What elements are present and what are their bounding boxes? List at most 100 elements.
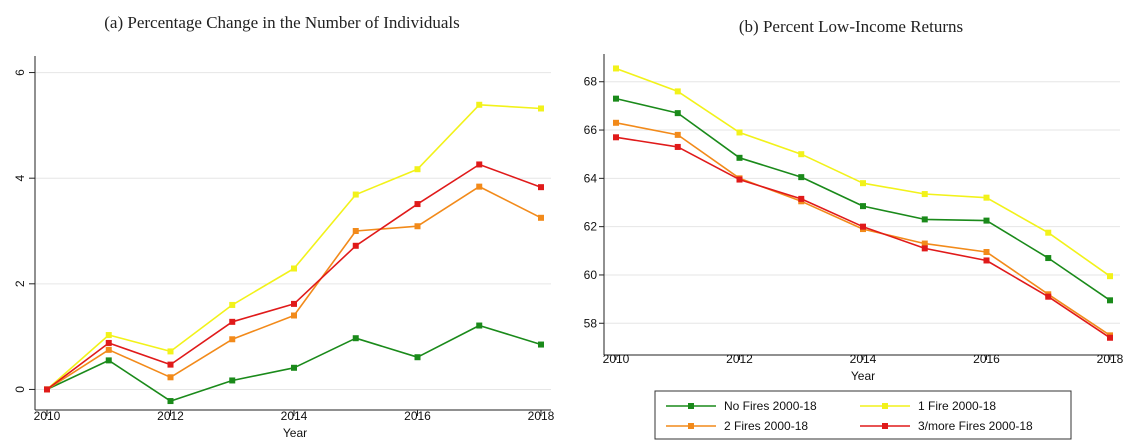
y-tick-label: 0 [13,386,27,393]
data-point [476,161,483,168]
data-point [352,191,359,198]
y-tick-label: 58 [584,316,598,330]
data-point [1107,273,1113,280]
series-no-fires-2000-18 [44,322,544,405]
data-point [352,335,359,342]
data-point [674,110,681,117]
legend-swatch-marker [882,403,888,409]
y-tick-label: 60 [584,268,598,282]
y-tick-label: 64 [584,171,598,185]
legend-swatch-marker [688,423,694,429]
data-point [860,203,866,210]
series-1-fire-2000-18 [44,101,544,393]
panel-b-title: (b) Percent Low-Income Returns [739,17,963,36]
legend-swatch-marker [882,423,888,429]
x-tick-label: 2018 [1097,352,1124,366]
data-point [476,322,483,329]
data-point [983,249,990,256]
data-point [860,223,866,230]
data-point [105,346,112,353]
data-point [674,143,681,150]
data-point [613,95,619,102]
series-line [615,67,1111,277]
data-point [921,245,928,252]
data-point [167,348,174,355]
series-2-fires-2000-18 [44,183,544,393]
data-point [613,119,619,126]
data-point [983,217,990,224]
y-tick-label: 62 [584,220,598,234]
legend-label: No Fires 2000-18 [724,399,817,413]
data-point [105,357,112,364]
legend-label: 1 Fire 2000-18 [918,399,996,413]
series-line [615,136,1111,339]
series-no-fires-2000-18 [613,95,1113,304]
x-tick-label: 2016 [404,409,431,423]
y-tick-label: 68 [584,75,598,89]
legend-label: 2 Fires 2000-18 [724,419,808,433]
x-tick-label: 2010 [34,409,61,423]
data-point [291,364,297,371]
data-point [736,154,743,161]
data-point [798,174,805,181]
x-tick-label: 2012 [157,409,184,423]
data-point [921,191,928,198]
data-point [352,228,359,234]
data-point [736,129,743,136]
x-tick-label: 2016 [973,352,1000,366]
data-point [860,180,866,187]
legend-item-3-more-fires: 3/more Fires 2000-18 [860,419,1033,433]
panel-a-title: (a) Percentage Change in the Number of I… [104,13,459,32]
panel-b-chart: (b) Percent Low-Income Returns Year 58 60… [584,17,1124,383]
x-tick-label: 2018 [528,409,555,423]
data-point [613,134,619,141]
data-point [538,105,544,112]
x-tick-label: 2012 [726,352,753,366]
data-point [736,176,743,183]
data-point [674,88,681,95]
data-point [105,339,112,346]
data-point [538,341,544,348]
data-point [167,374,174,381]
data-point [798,195,805,202]
panel-b-x-axis-title: Year [851,369,875,383]
data-point [414,166,421,173]
data-point [291,300,297,307]
data-point [476,183,483,190]
data-point [476,101,483,108]
data-point [44,386,50,393]
x-tick-label: 2010 [603,352,630,366]
data-point [229,377,236,384]
legend-swatch-marker [688,403,694,409]
x-tick-label: 2014 [850,352,877,366]
data-point [352,242,359,249]
y-tick-label: 2 [13,280,27,287]
x-tick-label: 2014 [281,409,308,423]
data-point [167,398,174,405]
data-point [921,216,928,223]
legend-item-2-fires: 2 Fires 2000-18 [666,419,808,433]
y-tick-label: 4 [13,175,27,182]
data-point [921,240,928,247]
data-point [1045,255,1052,262]
data-point [674,131,681,138]
series-3-more-fires-2000-18 [613,134,1113,341]
series-line [46,185,542,391]
data-point [538,214,544,221]
data-point [105,332,112,339]
data-point [414,201,421,208]
legend-item-1-fire: 1 Fire 2000-18 [860,399,996,413]
data-point [229,336,236,343]
panel-a-chart: (a) Percentage Change in the Number of I… [13,13,555,440]
data-point [414,223,421,230]
data-point [1045,229,1052,236]
series-line [615,97,1111,301]
data-point [1107,297,1113,304]
data-point [1045,293,1052,300]
legend: No Fires 2000-18 1 Fire 2000-18 2 Fires … [654,390,1072,440]
data-point [229,318,236,325]
series-3-more-fires-2000-18 [44,161,544,393]
data-point [983,257,990,264]
data-point [167,361,174,368]
